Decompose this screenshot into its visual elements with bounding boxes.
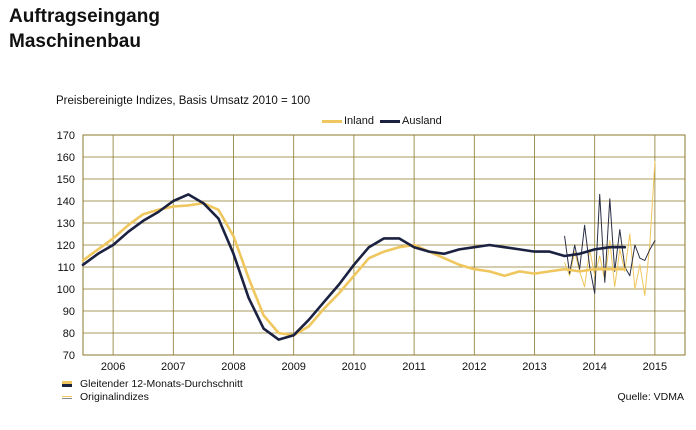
x-tick-label: 2006 — [101, 361, 125, 373]
x-tick-label: 2012 — [462, 361, 486, 373]
y-tick-label: 70 — [63, 350, 75, 362]
x-tick-label: 2009 — [281, 361, 305, 373]
y-tick-label: 160 — [57, 152, 75, 164]
x-tick-label: 2010 — [342, 361, 366, 373]
source-note: Quelle: VDMA — [617, 391, 684, 403]
chart-title: Auftragseingang Maschinenbau — [9, 4, 160, 54]
chart-subtitle: Preisbereinigte Indizes, Basis Umsatz 20… — [56, 95, 311, 107]
y-tick-label: 120 — [57, 240, 75, 252]
legend-swatch-original — [62, 393, 72, 401]
legend-original: Originalindizes — [62, 391, 149, 403]
y-tick-label: 110 — [57, 262, 75, 274]
legend-label-inland: Inland — [344, 115, 374, 127]
series-line-inland-moving-average — [81, 201, 627, 337]
legend-swatch-ausland — [379, 119, 400, 123]
x-tick-label: 2008 — [221, 361, 245, 373]
y-tick-label: 150 — [57, 174, 75, 186]
y-tick-label: 100 — [57, 284, 75, 296]
legend-item-ausland: Ausland — [379, 115, 442, 127]
legend-moving-average: Gleitender 12-Monats-Durchschnitt — [62, 378, 243, 390]
x-tick-label: 2015 — [643, 361, 667, 373]
y-tick-label: 170 — [57, 130, 75, 142]
chart-title-line1: Auftragseingang — [9, 6, 160, 27]
y-tick-label: 80 — [63, 328, 75, 340]
y-tick-label: 90 — [63, 306, 75, 318]
legend-label-ausland: Ausland — [401, 115, 442, 127]
series-line-inland-original — [564, 160, 656, 297]
legend-label-moving-average: Gleitender 12-Monats-Durchschnitt — [80, 378, 243, 390]
x-tick-label: 2014 — [582, 361, 606, 373]
legend-item-inland: Inland — [322, 115, 374, 127]
x-tick-label: 2011 — [402, 361, 426, 373]
x-tick-label: 2013 — [522, 361, 546, 373]
chart-title-line2: Maschinenbau — [9, 31, 141, 52]
y-tick-label: 140 — [57, 196, 75, 208]
legend-label-original: Originalindizes — [80, 391, 149, 403]
x-tick-label: 2007 — [161, 361, 185, 373]
legend-top: Inland Ausland — [322, 115, 448, 127]
series-line-ausland-original — [564, 193, 656, 294]
series-line-ausland-moving-average — [81, 193, 627, 341]
legend-swatch-inland — [322, 119, 342, 123]
y-tick-label: 130 — [57, 218, 75, 230]
legend-swatch-moving-average — [62, 380, 72, 388]
